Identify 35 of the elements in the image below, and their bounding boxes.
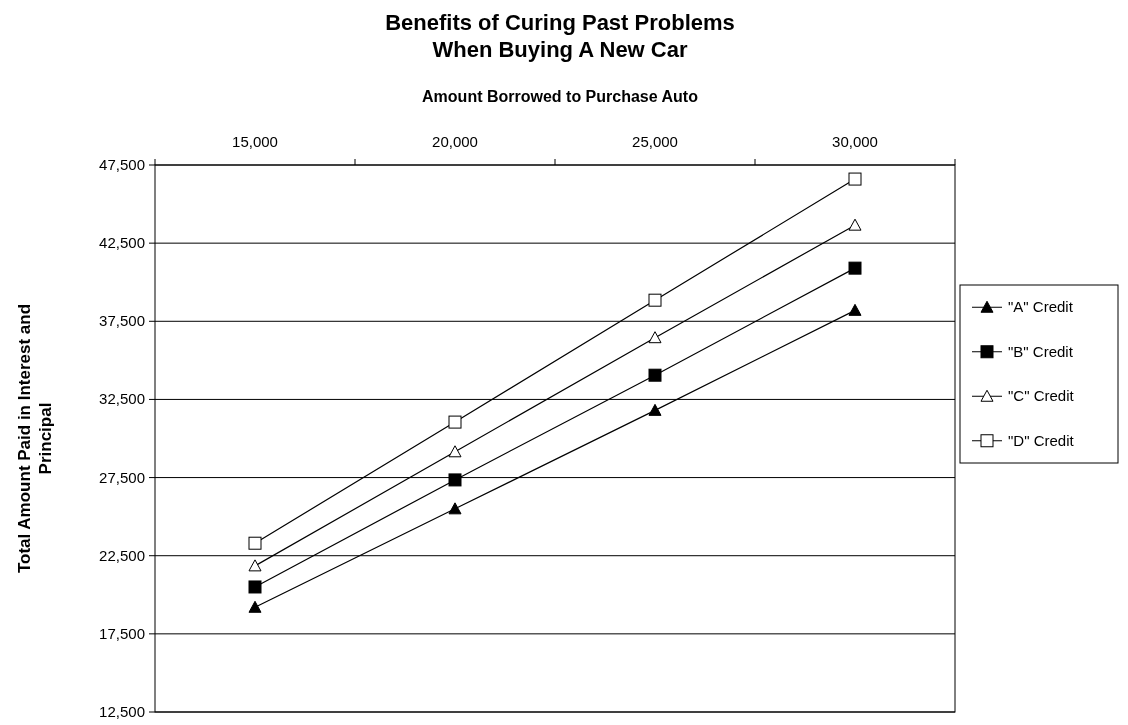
point [248, 580, 262, 594]
x-tick-label: 25,000 [632, 133, 678, 150]
y-tick-label: 17,500 [99, 624, 145, 642]
point [448, 445, 462, 458]
y-tick-label: 32,500 [99, 390, 145, 408]
y-tick-label: 22,500 [99, 546, 145, 564]
point [648, 403, 662, 416]
y-tick-label: 47,500 [99, 156, 145, 173]
x-tick-label: 20,000 [432, 133, 478, 150]
point [448, 473, 462, 487]
point [848, 218, 862, 231]
y-tick-label: 37,500 [99, 312, 145, 330]
legend-label: "B" Credit [1008, 342, 1074, 360]
point [848, 172, 862, 186]
point [248, 536, 262, 550]
point [648, 293, 662, 307]
point [248, 600, 262, 613]
x-tick-label: 30,000 [832, 133, 878, 150]
legend-label: "A" Credit [1008, 298, 1074, 316]
y-tick-label: 27,500 [99, 468, 145, 486]
x2-axis-title: Amount Borrowed to Purchase Auto [422, 88, 699, 105]
point [848, 261, 862, 275]
legend-label: "D" Credit [1008, 431, 1075, 449]
point [248, 559, 262, 572]
chart-title: Benefits of Curing Past Problems When Buying A New Car [385, 10, 735, 62]
point [448, 415, 462, 429]
point [848, 303, 862, 316]
legend-label: "C" Credit [1008, 387, 1075, 405]
point [648, 368, 662, 382]
point [648, 331, 662, 344]
x-tick-label: 15,000 [232, 133, 278, 150]
point [448, 502, 462, 515]
y-tick-label: 42,500 [99, 234, 145, 252]
y-tick-label: 12,500 [99, 703, 145, 720]
y-axis-title: Total Amount Paid in Interest and Principal [15, 303, 55, 574]
